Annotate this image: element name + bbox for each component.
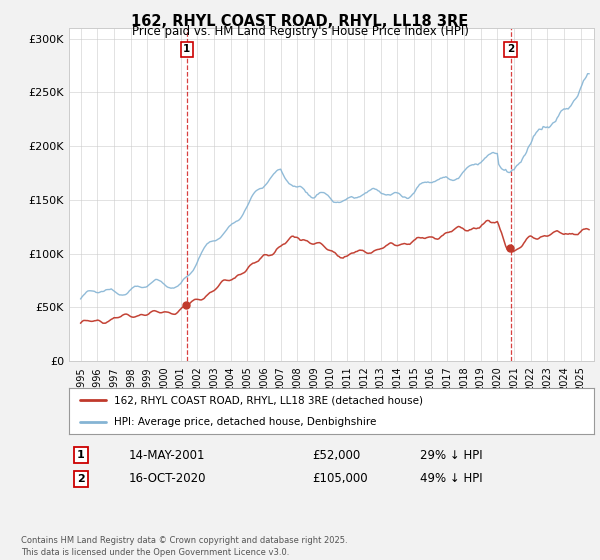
Text: £105,000: £105,000 <box>312 472 368 486</box>
Text: 162, RHYL COAST ROAD, RHYL, LL18 3RE (detached house): 162, RHYL COAST ROAD, RHYL, LL18 3RE (de… <box>113 395 422 405</box>
Text: 14-MAY-2001: 14-MAY-2001 <box>129 449 205 462</box>
Text: £52,000: £52,000 <box>312 449 360 462</box>
Text: 1: 1 <box>183 44 190 54</box>
Text: 2: 2 <box>77 474 85 484</box>
Text: 16-OCT-2020: 16-OCT-2020 <box>129 472 206 486</box>
Text: Contains HM Land Registry data © Crown copyright and database right 2025.
This d: Contains HM Land Registry data © Crown c… <box>21 536 347 557</box>
Text: 2: 2 <box>507 44 514 54</box>
Text: 162, RHYL COAST ROAD, RHYL, LL18 3RE: 162, RHYL COAST ROAD, RHYL, LL18 3RE <box>131 14 469 29</box>
Text: 29% ↓ HPI: 29% ↓ HPI <box>420 449 482 462</box>
Text: 49% ↓ HPI: 49% ↓ HPI <box>420 472 482 486</box>
Text: Price paid vs. HM Land Registry's House Price Index (HPI): Price paid vs. HM Land Registry's House … <box>131 25 469 38</box>
Text: 1: 1 <box>77 450 85 460</box>
Text: HPI: Average price, detached house, Denbighshire: HPI: Average price, detached house, Denb… <box>113 417 376 427</box>
